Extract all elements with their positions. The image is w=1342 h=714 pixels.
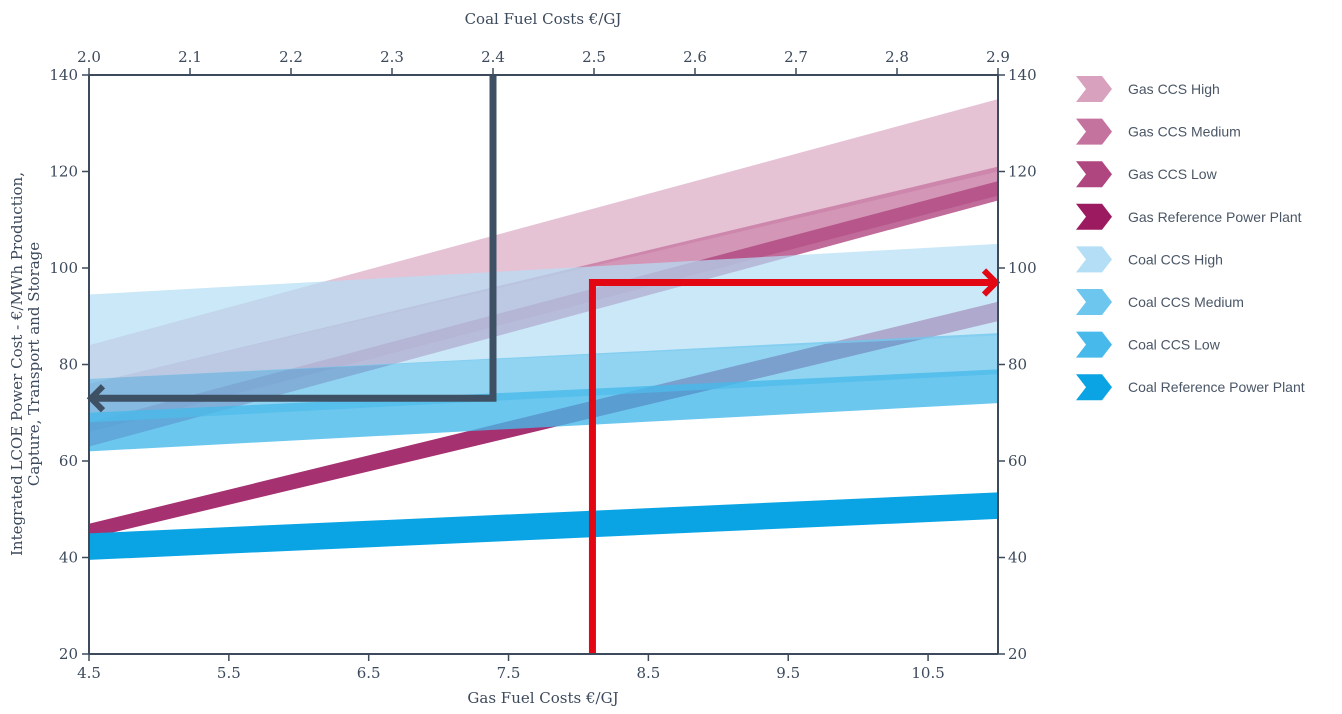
annotation-arrows: [86, 75, 1001, 654]
left-axis-title: Integrated LCOE Power Cost - €/MWh Produ…: [8, 172, 43, 556]
coal-price-arrow-head: [86, 384, 106, 413]
legend-swatch: [1076, 118, 1112, 145]
gas-price-arrow-line: [588, 278, 992, 654]
legend-item-gas-reference-power-plant: Gas Reference Power Plant: [1076, 203, 1302, 230]
top-tick-label: 2.4: [481, 48, 505, 66]
top-tick-label: 2.6: [683, 48, 707, 66]
right-tick-label: 40: [1008, 549, 1027, 567]
top-tick-label: 2.9: [986, 48, 1010, 66]
bottom-tick-label: 7.5: [497, 664, 521, 682]
legend-swatch: [1076, 161, 1112, 188]
legend-swatch: [1076, 76, 1112, 102]
bottom-tick-label: 4.5: [77, 664, 101, 682]
legend-swatch: [1076, 246, 1112, 273]
top-tick-label: 2.3: [380, 48, 404, 66]
left-tick-label: 40: [59, 549, 78, 567]
legend-label: Coal Reference Power Plant: [1128, 379, 1305, 395]
legend-label: Coal CCS Medium: [1128, 294, 1244, 310]
legend-item-gas-ccs-medium: Gas CCS Medium: [1076, 118, 1241, 145]
bottom-tick-label: 8.5: [636, 664, 660, 682]
legend-label: Gas CCS High: [1128, 81, 1220, 97]
right-tick-label: 60: [1008, 452, 1027, 470]
top-axis-title: Coal Fuel Costs €/GJ: [465, 10, 622, 28]
band-coal-reference-power-plant: [89, 492, 998, 560]
legend-swatch: [1076, 374, 1112, 401]
legend-label: Coal CCS High: [1128, 251, 1223, 267]
series-bands: [89, 99, 998, 560]
bottom-tick-label: 5.5: [217, 664, 241, 682]
legend-swatch: [1076, 331, 1112, 358]
coal-price-arrow-line: [95, 75, 497, 402]
right-tick-label: 100: [1008, 259, 1037, 277]
legend: Gas CCS High Gas CCS Medium Gas CCS Low Gas…: [1076, 76, 1305, 401]
top-tick-label: 2.7: [784, 48, 808, 66]
legend-label: Gas Reference Power Plant: [1128, 209, 1302, 225]
legend-swatch: [1076, 203, 1112, 230]
left-tick-label: 20: [59, 645, 78, 663]
left-tick-label: 120: [49, 163, 78, 181]
legend-swatch: [1076, 289, 1112, 315]
right-tick-label: 140: [1008, 66, 1037, 84]
tick-labels: 4.5 5.5 6.5 7.5 8.5 9.5 10.5 2.0 2.1 2.2 2.3 2.4 2.5…: [49, 48, 1036, 682]
legend-item-coal-reference-power-plant: Coal Reference Power Plant: [1076, 374, 1305, 401]
bottom-tick-label: 10.5: [911, 664, 944, 682]
left-axis-title-line-2: Capture, Transport and Storage: [25, 242, 43, 486]
gas-price-arrow-head: [981, 268, 1001, 297]
legend-label: Coal CCS Low: [1128, 337, 1221, 353]
top-tick-label: 2.8: [885, 48, 909, 66]
legend-label: Gas CCS Medium: [1128, 124, 1241, 140]
right-tick-label: 120: [1008, 163, 1037, 181]
bottom-tick-label: 6.5: [357, 664, 381, 682]
right-tick-label: 80: [1008, 356, 1027, 374]
left-tick-label: 100: [49, 259, 78, 277]
top-tick-label: 2.5: [582, 48, 606, 66]
bottom-tick-label: 9.5: [776, 664, 800, 682]
top-tick-label: 2.2: [279, 48, 303, 66]
left-tick-label: 60: [59, 452, 78, 470]
left-axis-title-line-1: Integrated LCOE Power Cost - €/MWh Produ…: [8, 172, 26, 556]
top-tick-label: 2.0: [77, 48, 101, 66]
legend-item-coal-ccs-medium: Coal CCS Medium: [1076, 289, 1244, 315]
right-tick-label: 20: [1008, 645, 1027, 663]
legend-item-coal-ccs-low: Coal CCS Low: [1076, 331, 1221, 358]
bottom-axis-title: Gas Fuel Costs €/GJ: [467, 689, 618, 707]
legend-label: Gas CCS Low: [1128, 166, 1218, 182]
band-coal-ccs-low: [89, 369, 998, 452]
left-tick-label: 80: [59, 356, 78, 374]
top-tick-label: 2.1: [178, 48, 202, 66]
legend-item-gas-ccs-high: Gas CCS High: [1076, 76, 1220, 102]
left-tick-label: 140: [49, 66, 78, 84]
legend-item-coal-ccs-high: Coal CCS High: [1076, 246, 1223, 273]
legend-item-gas-ccs-low: Gas CCS Low: [1076, 161, 1218, 188]
